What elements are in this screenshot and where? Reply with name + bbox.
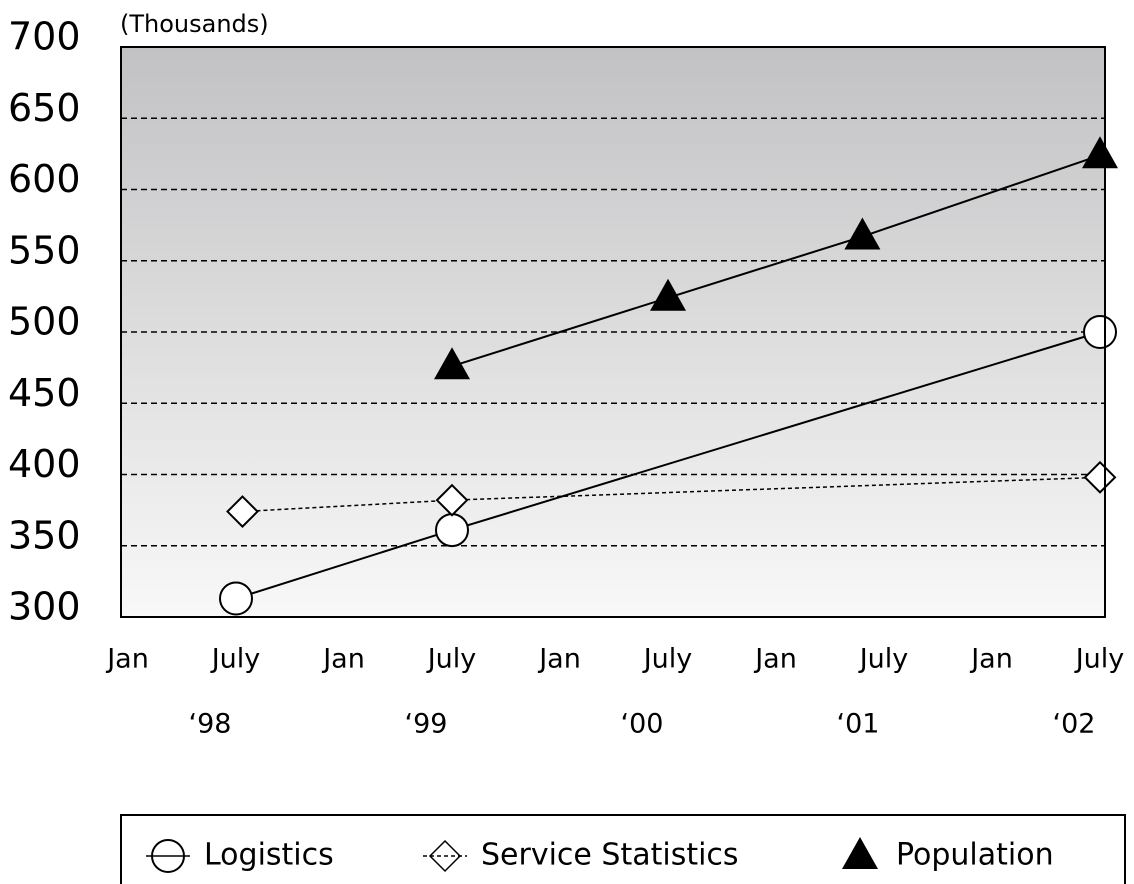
marker xyxy=(650,278,686,311)
y-tick-label: 300 xyxy=(8,585,81,629)
x-tick-label: July xyxy=(426,644,477,675)
y-tick-label: 500 xyxy=(8,300,81,344)
x-tick-label: July xyxy=(858,644,909,675)
x-tick-label: July xyxy=(1074,644,1125,675)
x-tick-label: Jan xyxy=(321,644,365,675)
legend-label: Population xyxy=(896,838,1054,873)
marker xyxy=(434,347,470,380)
y-tick-label: 550 xyxy=(8,228,81,272)
year-label: ‘99 xyxy=(405,709,448,740)
marker xyxy=(219,581,253,616)
y-tick-label: 350 xyxy=(8,513,81,557)
year-label: ‘00 xyxy=(621,709,664,740)
marker xyxy=(1083,315,1117,349)
x-tick-label: Jan xyxy=(969,644,1013,675)
y-tick-label: 650 xyxy=(8,86,81,130)
y-unit-label: (Thousands) xyxy=(120,10,269,38)
marker xyxy=(226,495,259,528)
marker xyxy=(844,217,881,250)
year-label: ‘98 xyxy=(189,709,232,740)
x-tick-label: July xyxy=(210,644,261,675)
plot-border xyxy=(120,46,1106,618)
x-tick-label: July xyxy=(642,644,693,675)
marker xyxy=(435,483,469,517)
marker xyxy=(428,839,462,873)
marker xyxy=(435,513,469,548)
marker xyxy=(1082,136,1118,169)
series-line xyxy=(451,154,1101,368)
y-tick-label: 700 xyxy=(8,15,81,59)
y-tick-label: 400 xyxy=(8,442,81,486)
y-tick-label: 600 xyxy=(8,157,81,201)
legend-label: Service Statistics xyxy=(481,838,739,873)
x-tick-label: Jan xyxy=(753,644,797,675)
marker xyxy=(842,837,878,869)
year-label: ‘01 xyxy=(837,709,880,740)
legend-box xyxy=(120,814,1126,884)
x-tick-label: Jan xyxy=(537,644,581,675)
marker xyxy=(1083,460,1117,494)
legend-label: Logistics xyxy=(204,838,334,873)
y-tick-label: 450 xyxy=(8,371,81,415)
x-tick-label: Jan xyxy=(105,644,149,675)
year-label: ‘02 xyxy=(1053,709,1096,740)
marker xyxy=(151,839,185,873)
